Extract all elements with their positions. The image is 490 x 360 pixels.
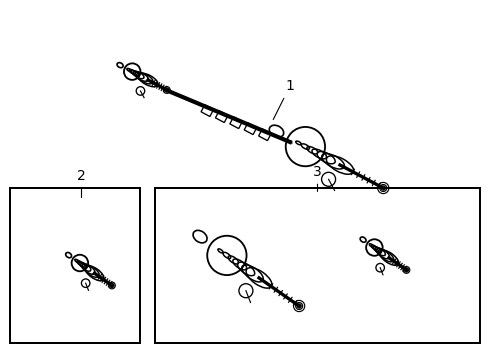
Bar <box>244 123 257 135</box>
Bar <box>155 188 480 343</box>
Text: 1: 1 <box>273 79 294 120</box>
Text: 3: 3 <box>313 165 322 192</box>
Bar <box>259 129 271 141</box>
Bar <box>230 117 243 129</box>
Bar <box>201 105 214 117</box>
Text: 2: 2 <box>77 169 86 198</box>
Bar <box>10 188 140 343</box>
Bar <box>216 111 228 122</box>
